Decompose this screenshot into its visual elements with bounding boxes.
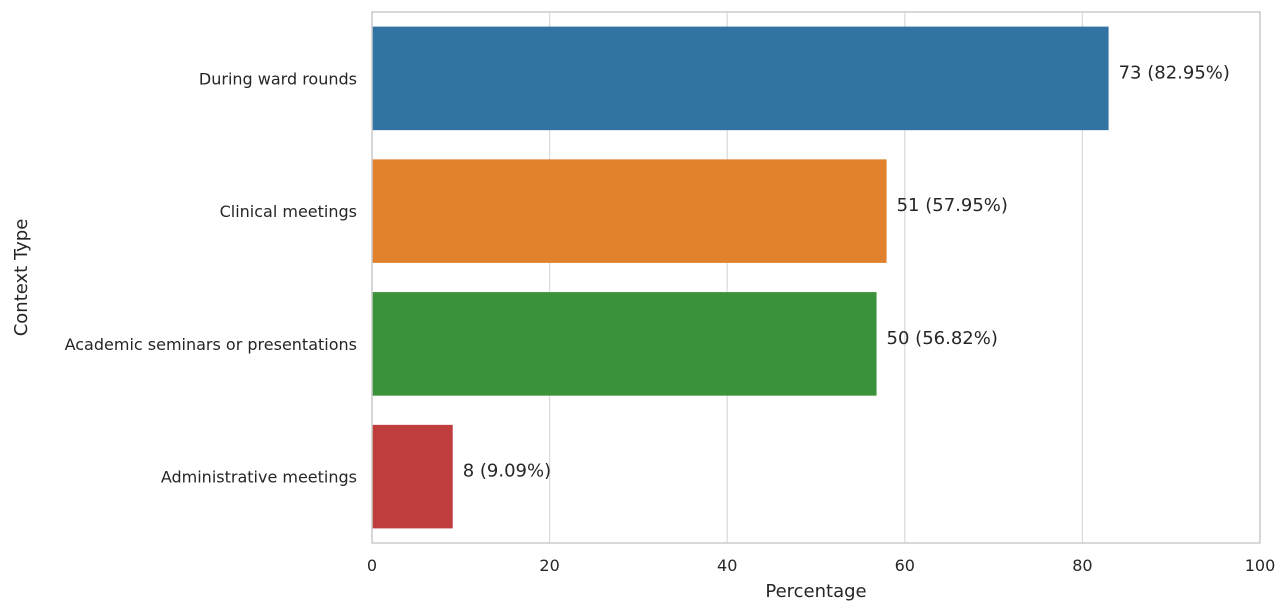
bar bbox=[372, 424, 453, 529]
x-axis-title: Percentage bbox=[765, 581, 866, 602]
data-label: 8 (9.09%) bbox=[463, 461, 551, 482]
bar bbox=[372, 292, 877, 396]
y-tick-label: Clinical meetings bbox=[220, 202, 357, 221]
x-tick-labels: 0 20 40 60 80 100 bbox=[367, 556, 1275, 575]
data-label: 73 (82.95%) bbox=[1119, 62, 1230, 83]
x-tick-label: 0 bbox=[367, 556, 377, 575]
bar bbox=[372, 26, 1109, 131]
x-tick-label: 100 bbox=[1245, 556, 1276, 575]
x-tick-label: 40 bbox=[717, 556, 737, 575]
data-label: 50 (56.82%) bbox=[887, 328, 998, 349]
y-tick-label: Administrative meetings bbox=[161, 468, 357, 487]
bars bbox=[372, 26, 1109, 529]
data-label: 51 (57.95%) bbox=[897, 195, 1008, 216]
x-tick-label: 20 bbox=[539, 556, 559, 575]
y-tick-label: During ward rounds bbox=[199, 69, 357, 88]
y-axis-title: Context Type bbox=[11, 219, 32, 337]
y-tick-labels: During ward rounds Clinical meetings Acade… bbox=[65, 69, 357, 486]
x-tick-label: 80 bbox=[1072, 556, 1092, 575]
bar bbox=[372, 159, 887, 263]
x-tick-label: 60 bbox=[895, 556, 915, 575]
data-labels: 73 (82.95%) 51 (57.95%) 50 (56.82%) 8 (9.09… bbox=[463, 62, 1230, 481]
y-tick-label: Academic seminars or presentations bbox=[65, 335, 357, 354]
plot-frame bbox=[371, 11, 1261, 544]
